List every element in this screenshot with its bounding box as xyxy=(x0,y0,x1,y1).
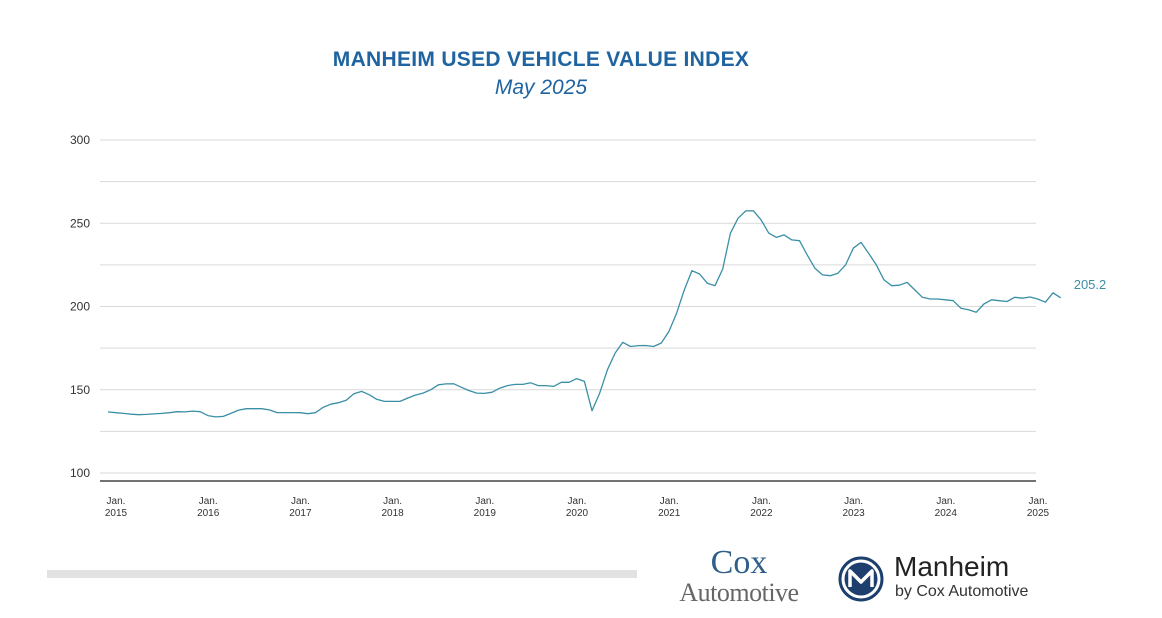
x-tick-label: Jan. 2017 xyxy=(289,496,312,519)
x-tick-label: Jan. 2020 xyxy=(566,496,589,519)
chart-subtitle: May 2025 xyxy=(494,76,588,99)
series-line xyxy=(107,210,1062,418)
manheim-logo-word: Manheim xyxy=(894,551,1010,582)
cox-logo-subword: Automotive xyxy=(679,578,799,607)
x-tick-label: Jan. 2018 xyxy=(381,496,404,519)
x-tick-label: Jan. 2023 xyxy=(842,496,865,519)
footer-bar xyxy=(47,570,637,578)
x-tick-label: Jan. 2025 xyxy=(1027,496,1050,519)
x-tick-label: Jan. 2024 xyxy=(935,496,958,519)
x-tick-label: Jan. 2019 xyxy=(474,496,497,519)
cox-logo-word: Cox xyxy=(710,544,768,581)
y-tick-label: 150 xyxy=(70,383,90,397)
x-axis-ticks: Jan. 2015 Jan. 2016 Jan. 2017 Jan. 2018 Jan. 2019… xyxy=(105,496,1050,519)
gridlines xyxy=(100,139,1036,474)
manheim-logo-subtitle: by Cox Automotive xyxy=(895,583,1029,600)
x-tick-label: Jan. 2021 xyxy=(658,496,681,519)
cox-automotive-logo: Cox Automotive xyxy=(658,546,820,606)
x-tick-label: Jan. 2015 xyxy=(105,496,128,519)
manheim-m-icon xyxy=(838,556,884,602)
y-tick-label: 300 xyxy=(70,133,90,147)
y-tick-label: 250 xyxy=(70,216,90,230)
x-tick-label: Jan. 2016 xyxy=(197,496,220,519)
chart-title: MANHEIM USED VEHICLE VALUE INDEX xyxy=(332,48,750,71)
y-tick-label: 200 xyxy=(70,300,90,314)
x-tick-label: Jan. 2022 xyxy=(750,496,773,519)
end-value-label: 205.2 xyxy=(1074,277,1107,292)
y-axis-ticks: 100 150 200 250 300 xyxy=(70,133,90,480)
y-tick-label: 100 xyxy=(70,466,90,480)
line-chart: 100 150 200 250 300 Jan. 2015 Jan. 2016 Jan. 2017… xyxy=(70,133,1107,519)
